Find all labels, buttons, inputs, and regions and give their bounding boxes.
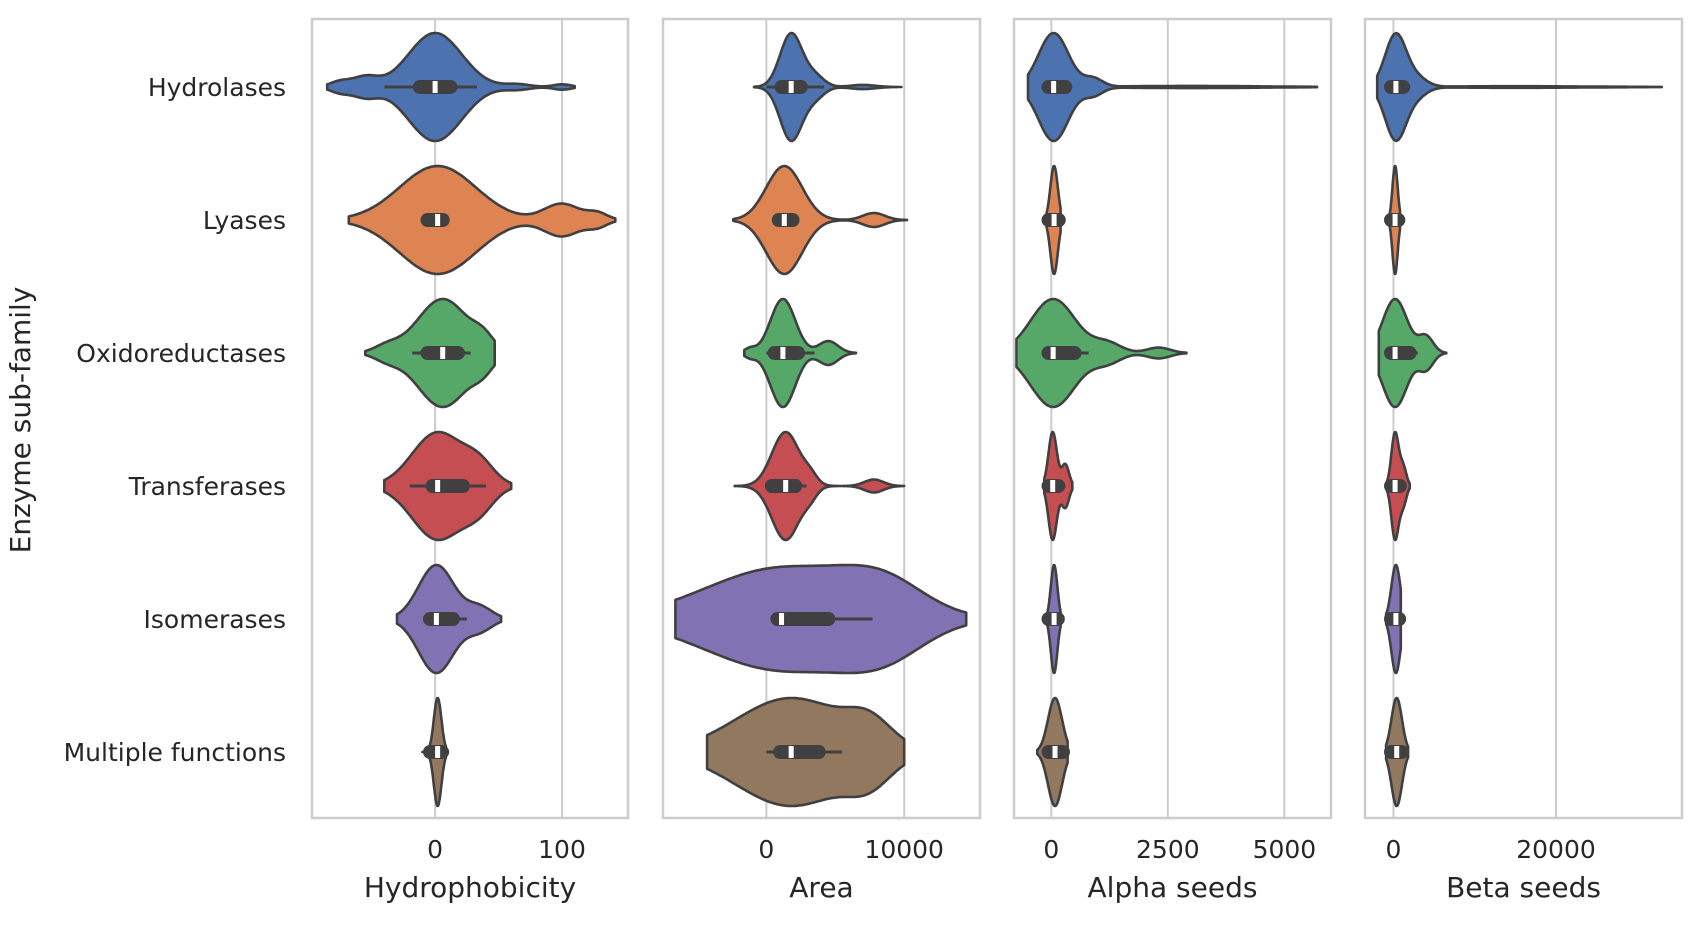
- violin-median: [788, 746, 794, 758]
- x-tick-label: 0: [1043, 835, 1059, 864]
- x-tick-label: 0: [758, 835, 774, 864]
- category-label: Transferases: [128, 472, 286, 501]
- violin: [1015, 297, 1188, 409]
- y-axis-label: Enzyme sub-family: [4, 287, 37, 554]
- x-axis-label: Alpha seeds: [1088, 871, 1258, 904]
- panel-frame: [1363, 17, 1684, 820]
- x-axis-label: Area: [789, 871, 853, 904]
- violin-median: [779, 613, 785, 625]
- x-tick-label: 0: [427, 835, 443, 864]
- violin-median: [435, 480, 441, 492]
- violin-median: [1050, 480, 1056, 492]
- violin-median: [1394, 746, 1400, 758]
- violin: [1026, 31, 1319, 143]
- panel-1: 0 100 Hydrophobicity: [310, 17, 630, 904]
- x-tick-label: 0: [1385, 835, 1401, 864]
- violin-median: [780, 347, 786, 359]
- category-labels: Hydrolases Lyases Oxidoreductases Transfera…: [64, 73, 286, 767]
- category-label: Hydrolases: [148, 73, 286, 102]
- violin-median: [432, 81, 438, 93]
- violin-median: [1392, 480, 1398, 492]
- violin-median: [435, 214, 441, 226]
- violin-median: [1392, 214, 1398, 226]
- x-tick-label: 2500: [1136, 835, 1200, 864]
- violin-median: [1393, 81, 1399, 93]
- violin-median: [1392, 347, 1398, 359]
- panel-2: 0 10000 Area: [661, 17, 982, 904]
- category-label: Oxidoreductases: [76, 339, 286, 368]
- x-axis-label: Beta seeds: [1446, 871, 1601, 904]
- violin: [732, 164, 909, 276]
- violin-median: [1393, 613, 1399, 625]
- x-axis-label: Hydrophobicity: [364, 871, 576, 904]
- violin-median: [783, 480, 789, 492]
- violin: [347, 164, 617, 276]
- panel-frame: [310, 17, 630, 820]
- panel-frame: [661, 17, 982, 820]
- violin-median: [1051, 613, 1057, 625]
- violin-median: [1050, 347, 1056, 359]
- category-label: Isomerases: [144, 605, 286, 634]
- panel-frame: [1012, 17, 1333, 820]
- panel-3: 0 2500 5000 Alpha seeds: [1012, 17, 1333, 904]
- violin-median: [781, 214, 787, 226]
- violin: [1375, 31, 1663, 143]
- x-tick-label: 100: [538, 835, 586, 864]
- violin-median: [435, 746, 441, 758]
- violin-median: [440, 347, 446, 359]
- violin: [752, 31, 903, 143]
- panels: 0 100 Hydrophobicity 0 10000 Area 0 2500 5000 Alp…: [310, 17, 1684, 904]
- category-label: Multiple functions: [64, 738, 286, 767]
- violin: [733, 430, 906, 542]
- violin-median: [1051, 81, 1057, 93]
- category-label: Lyases: [203, 206, 286, 235]
- violin-median: [1051, 214, 1057, 226]
- x-tick-label: 10000: [864, 835, 944, 864]
- violin-median: [1052, 746, 1058, 758]
- violin-median: [788, 81, 794, 93]
- panel-4: 0 20000 Beta seeds: [1363, 17, 1684, 904]
- x-tick-label: 5000: [1253, 835, 1317, 864]
- x-tick-label: 20000: [1516, 835, 1596, 864]
- violin-median: [433, 613, 439, 625]
